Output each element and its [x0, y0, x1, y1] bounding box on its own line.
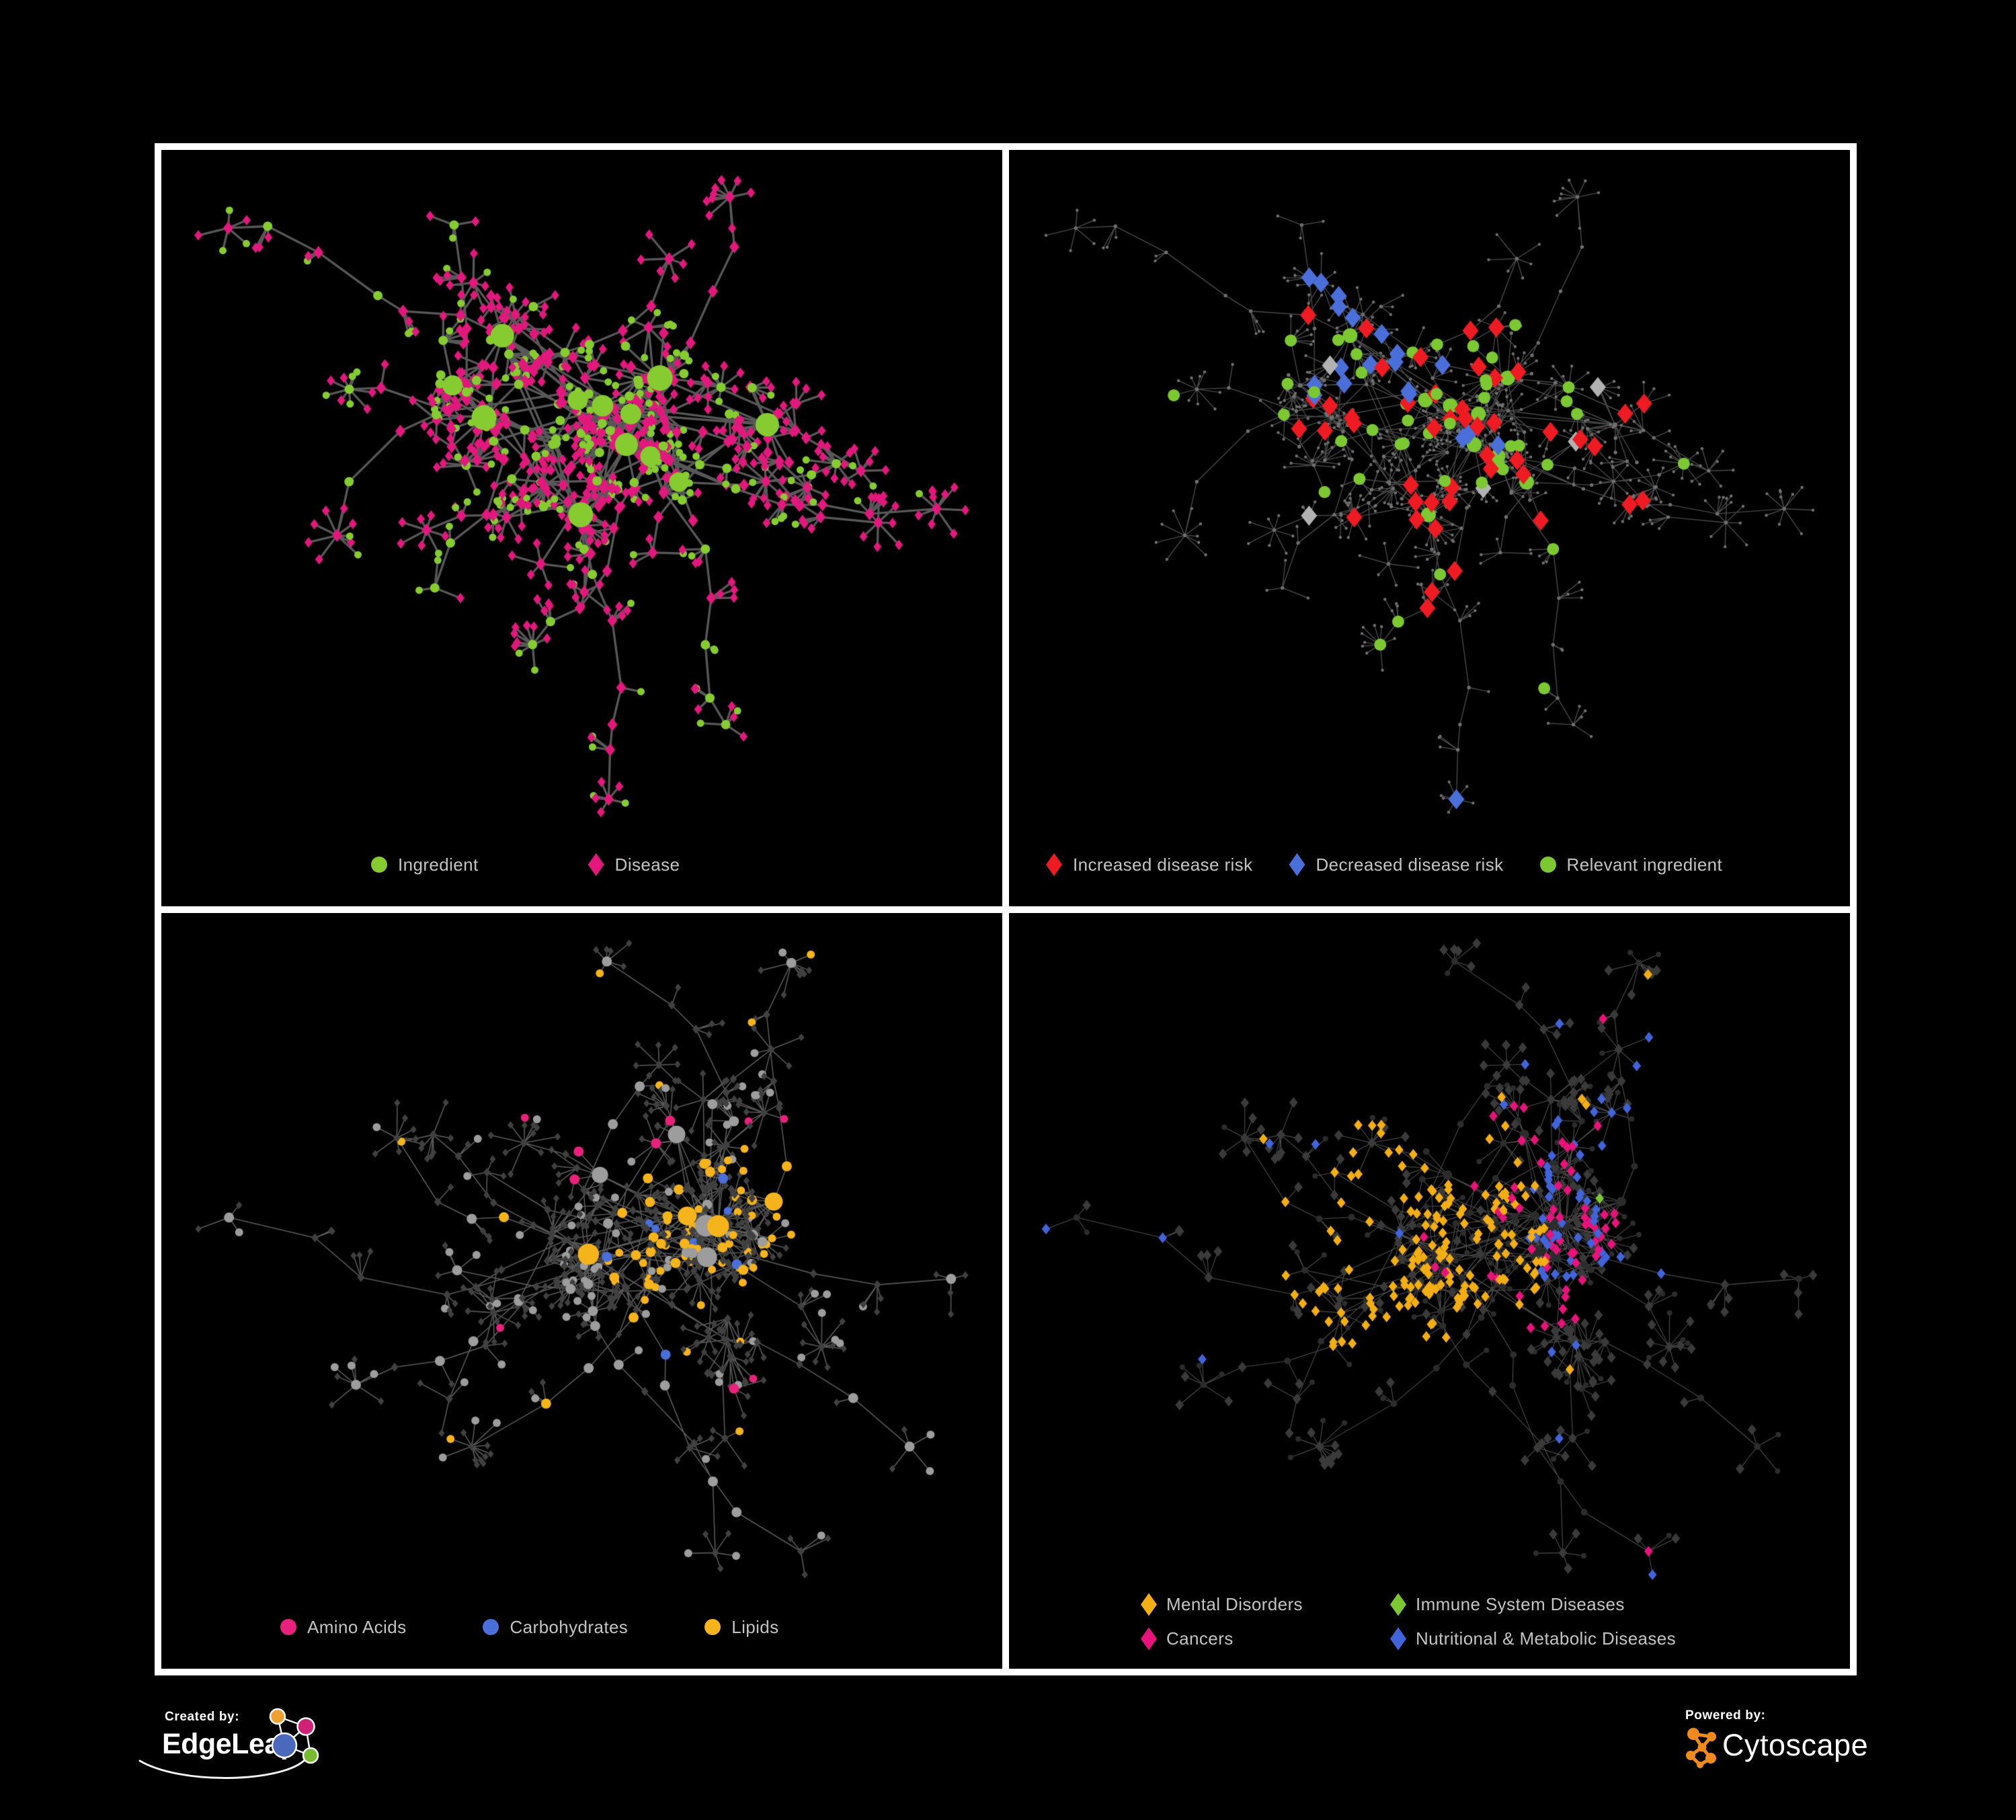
legend-item-amino-acids: Amino Acids: [280, 1617, 406, 1638]
legend-disease-classes: Mental Disorders Immune System Diseases …: [1141, 1593, 1676, 1651]
legend-label: Carbohydrates: [510, 1616, 629, 1637]
immune-diseases-diamond-icon: [1390, 1593, 1406, 1616]
legend-ingredient-classes: Amino Acids Carbohydrates Lipids: [280, 1617, 779, 1638]
legend-item-increased-risk: Increased disease risk: [1046, 853, 1252, 876]
cytoscape-logo-icon: [1686, 1728, 1716, 1768]
four-panel-frame: Ingredient Disease Increased disease ris…: [155, 143, 1857, 1675]
legend-label: Nutritional & Metabolic Diseases: [1416, 1628, 1677, 1649]
mental-disorders-diamond-icon: [1141, 1593, 1157, 1616]
ingredient-circle-icon: [371, 857, 387, 873]
increased-risk-diamond-icon: [1046, 853, 1062, 876]
legend-label: Increased disease risk: [1073, 854, 1253, 875]
legend-label: Relevant ingredient: [1566, 854, 1723, 875]
legend-label: Decreased disease risk: [1316, 854, 1504, 875]
legend-item-carbohydrates: Carbohydrates: [483, 1617, 628, 1638]
cancers-diamond-icon: [1141, 1627, 1157, 1651]
legend-label: Lipids: [731, 1616, 779, 1637]
created-by-caption: Created by:: [165, 1710, 240, 1724]
edgeleap-node-green: [302, 1747, 319, 1764]
legend-item-disease: Disease: [588, 853, 680, 876]
edgeleap-node-orange: [269, 1708, 286, 1725]
disease-diamond-icon: [588, 853, 604, 876]
legend-item-cancers: Cancers: [1141, 1627, 1390, 1651]
legend-item-lipids: Lipids: [704, 1617, 778, 1638]
legend-item-metabolic-diseases: Nutritional & Metabolic Diseases: [1390, 1627, 1677, 1651]
metabolic-diseases-diamond-icon: [1390, 1627, 1406, 1651]
edgeleap-node-magenta: [296, 1717, 315, 1736]
legend-disease-risk: Increased disease risk Decreased disease…: [1046, 853, 1722, 876]
legend-label: Cancers: [1166, 1628, 1234, 1649]
legend-label: Immune System Diseases: [1416, 1594, 1625, 1614]
panel-disease-classes: Mental Disorders Immune System Diseases …: [1009, 912, 1850, 1669]
cytoscape-wordmark: Cytoscape: [1722, 1728, 1869, 1762]
legend-item-ingredient: Ingredient: [371, 855, 479, 875]
lipids-circle-icon: [704, 1619, 721, 1635]
network-canvas-disease-risk: [1009, 150, 1850, 906]
powered-by-caption: Powered by:: [1685, 1708, 1766, 1723]
legend-item-mental-disorders: Mental Disorders: [1141, 1593, 1390, 1616]
legend-label: Mental Disorders: [1166, 1594, 1303, 1614]
legend-ingredient-disease: Ingredient Disease: [371, 853, 680, 876]
legend-item-immune-diseases: Immune System Diseases: [1390, 1593, 1676, 1616]
edgeleap-logo-icon: [138, 1708, 319, 1779]
decreased-risk-diamond-icon: [1289, 853, 1305, 876]
network-canvas-disease-classes: [1009, 912, 1850, 1669]
carbohydrates-circle-icon: [483, 1619, 499, 1635]
network-canvas-ingredient-disease: [161, 150, 1002, 906]
panel-ingredient-classes: Amino Acids Carbohydrates Lipids: [161, 912, 1002, 1669]
legend-item-decreased-risk: Decreased disease risk: [1289, 853, 1503, 876]
edgeleap-node-blue: [271, 1732, 298, 1759]
legend-label: Ingredient: [398, 854, 479, 875]
legend-label: Disease: [614, 854, 680, 875]
amino-acids-circle-icon: [280, 1619, 296, 1635]
panel-disease-risk: Increased disease risk Decreased disease…: [1009, 150, 1850, 906]
legend-item-relevant-ingredient: Relevant ingredient: [1539, 854, 1723, 875]
panel-ingredient-disease: Ingredient Disease: [161, 150, 1002, 906]
legend-label: Amino Acids: [307, 1616, 407, 1637]
network-canvas-ingredient-classes: [161, 912, 1002, 1669]
relevant-ingredient-circle-icon: [1539, 857, 1556, 873]
